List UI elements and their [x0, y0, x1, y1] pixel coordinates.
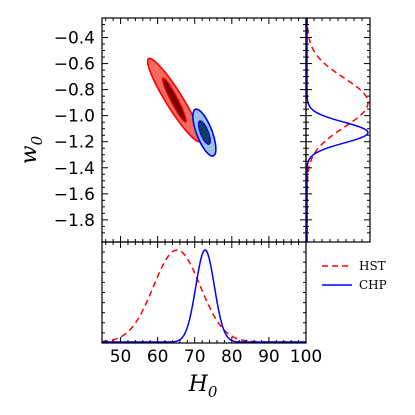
y-axis-label: w0 — [17, 135, 46, 164]
H0-marginal-ticks — [102, 242, 307, 343]
x-tick-label: 50 — [110, 347, 132, 367]
w0-marginal-panel — [305, 17, 371, 243]
legend-hst-label: HST — [359, 259, 386, 273]
chp-H0-marginal-curve — [102, 249, 306, 343]
contour-layer — [146, 57, 217, 157]
x-tick-label: 70 — [184, 347, 206, 367]
w0-marginal-curves — [306, 17, 369, 242]
x-tick-label: 80 — [221, 347, 243, 367]
y-tick-label: −0.6 — [54, 55, 95, 75]
legend-chp-label: CHP — [359, 278, 387, 292]
hst-contour-68 — [161, 77, 187, 123]
chp-contour-68 — [197, 120, 211, 145]
y-tick-label: −1.8 — [54, 211, 95, 231]
w0-marginal-ticks — [306, 18, 370, 242]
y-tick-label: −1.0 — [54, 107, 95, 127]
chp-w0-marginal-curve — [306, 18, 369, 242]
y-tick-label: −1.2 — [54, 133, 95, 153]
y-tick-label: −1.4 — [54, 159, 95, 179]
x-tick-label: 90 — [258, 347, 280, 367]
x-tick-labels: 50 60 70 80 90 100 — [110, 347, 323, 367]
y-tick-label: −0.4 — [54, 29, 95, 49]
y-tick-labels: −0.4 −0.6 −0.8 −1.0 −1.2 −1.4 −1.6 −1.8 — [54, 29, 95, 231]
H0-marginal-curves — [101, 249, 306, 343]
x-tick-label: 100 — [290, 347, 322, 367]
contour-panel: −0.4 −0.6 −0.8 −1.0 −1.2 −1.4 −1.6 −1.8 — [54, 17, 307, 243]
hst-w0-marginal-curve — [306, 17, 369, 242]
x-axis-label: H0 — [188, 372, 218, 401]
y-tick-label: −0.8 — [54, 81, 95, 101]
H0-marginal-panel: 50 60 70 80 90 100 — [101, 241, 323, 367]
y-tick-label: −1.6 — [54, 185, 95, 205]
legend: HST CHP — [322, 259, 387, 292]
x-tick-label: 60 — [147, 347, 169, 367]
